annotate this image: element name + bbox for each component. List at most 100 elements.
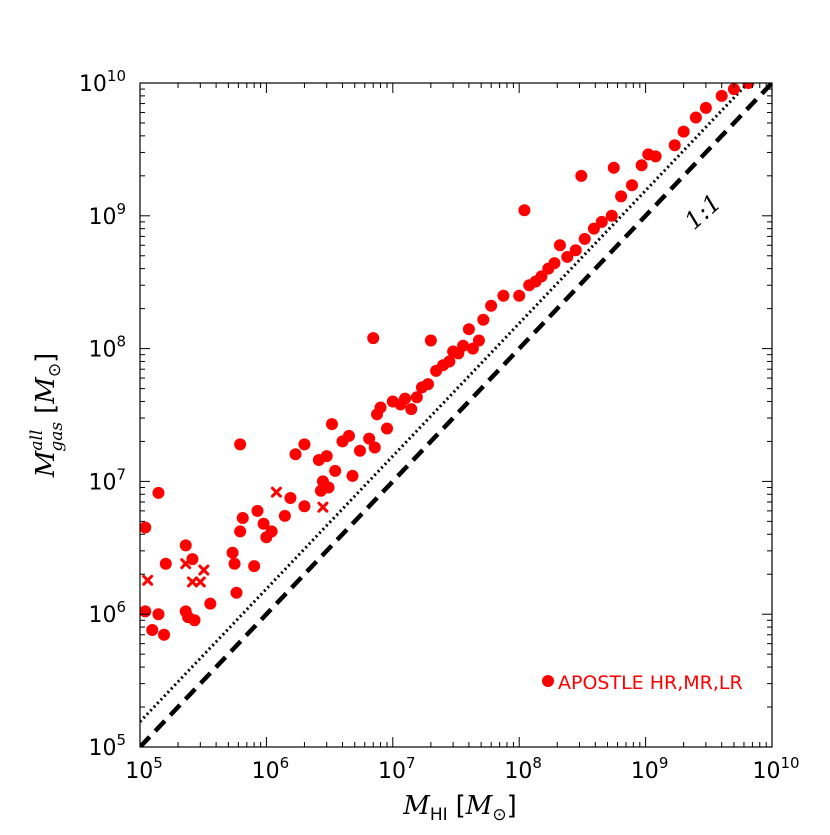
- data-point: [742, 83, 755, 89]
- data-point: [322, 481, 335, 494]
- data-point: [615, 190, 628, 203]
- data-point: [535, 270, 548, 283]
- data-point: [485, 299, 498, 312]
- y-tick-label-exp: 8: [116, 333, 126, 351]
- data-point: [497, 289, 510, 302]
- x-stroke: [198, 564, 210, 576]
- data-point: [668, 139, 681, 152]
- x-tick-label-exp: 5: [153, 754, 163, 772]
- data-point: [399, 392, 412, 405]
- data-point: [689, 111, 702, 124]
- data-point: [569, 244, 582, 257]
- y-tick-label-exp: 6: [116, 598, 126, 616]
- y-tick-label: 106: [88, 598, 126, 628]
- data-points: [140, 83, 755, 641]
- x-tick-label-base: 10: [378, 759, 406, 784]
- x-tick-label-exp: 10: [780, 754, 799, 772]
- data-point: [234, 525, 247, 538]
- data-point: [140, 521, 152, 534]
- data-point: [605, 209, 618, 222]
- data-point: [152, 608, 165, 621]
- data-point: [575, 169, 588, 182]
- data-point: [715, 89, 728, 102]
- data-point: [578, 232, 591, 245]
- x-axis-label-sub: HI: [430, 805, 448, 825]
- x-tick-label: 105: [125, 754, 163, 784]
- x-tick-label-exp: 9: [659, 754, 669, 772]
- data-point: [298, 500, 311, 513]
- x-axis-unit-symbol: M: [465, 791, 494, 821]
- data-point: [346, 469, 359, 482]
- data-point: [405, 403, 418, 416]
- data-point: [257, 517, 270, 530]
- x-tick-label: 107: [378, 754, 416, 784]
- data-point: [320, 450, 333, 463]
- data-point: [587, 222, 600, 235]
- y-tick-label-base: 10: [88, 603, 116, 628]
- data-point: [298, 438, 311, 451]
- data-point: [230, 586, 243, 599]
- x-tick-label-base: 10: [631, 759, 659, 784]
- data-point: [329, 464, 342, 477]
- data-point: [342, 429, 355, 442]
- data-point: [152, 486, 165, 499]
- data-point: [278, 509, 291, 522]
- data-point-x: [198, 564, 210, 576]
- data-point: [462, 323, 475, 336]
- y-tick-label: 109: [88, 200, 126, 230]
- data-point: [363, 432, 376, 445]
- data-point-x: [317, 501, 329, 513]
- x-tick-label-base: 10: [504, 759, 532, 784]
- legend: APOSTLE HR,MR,LR: [542, 672, 743, 694]
- x-tick-label-base: 10: [125, 759, 153, 784]
- data-point: [226, 546, 239, 559]
- x-axis-label-symbol: M: [402, 791, 431, 821]
- y-tick-label-exp: 7: [116, 465, 126, 483]
- x-axis-label: MHI [M⊙]: [402, 791, 517, 825]
- x-axis-unit-close: ]: [507, 791, 517, 821]
- x-stroke: [317, 501, 329, 513]
- y-tick-label-base: 10: [88, 736, 116, 761]
- x-tick-label: 109: [631, 754, 669, 784]
- data-point-x: [270, 486, 282, 498]
- data-point: [635, 159, 648, 172]
- y-axis-label-symbol: M: [31, 449, 61, 478]
- y-tick-label-base: 10: [79, 72, 107, 97]
- x-tick-label-exp: 8: [532, 754, 542, 772]
- y-tick-label-exp: 5: [116, 731, 126, 749]
- data-point: [424, 334, 437, 347]
- data-point: [410, 391, 423, 404]
- x-tick-label: 106: [252, 754, 290, 784]
- y-axis-label: Mallgas[M⊙]: [27, 353, 67, 479]
- data-point-x: [142, 574, 154, 586]
- x-stroke: [186, 576, 198, 588]
- plot-frame: [139, 82, 773, 748]
- data-point: [513, 289, 526, 302]
- x-tick-label-exp: 6: [280, 754, 290, 772]
- data-point: [649, 150, 662, 163]
- data-point: [236, 512, 249, 525]
- data-point: [727, 83, 740, 96]
- y-axis-unit-symbol: M: [31, 376, 61, 405]
- y-tick-label: 107: [88, 465, 126, 495]
- x-stroke: [194, 576, 206, 588]
- data-point: [289, 448, 302, 461]
- y-axis-label-sub: gas: [47, 422, 67, 452]
- legend-label: APOSTLE HR,MR,LR: [558, 672, 743, 694]
- data-point: [422, 378, 435, 391]
- x-tick-label-base: 10: [752, 759, 780, 784]
- data-point: [625, 179, 638, 192]
- data-point: [146, 624, 159, 637]
- data-point: [607, 161, 620, 174]
- data-point: [179, 539, 192, 552]
- x-tick-label-exp: 7: [406, 754, 416, 772]
- y-tick-label: 1010: [79, 67, 126, 97]
- y-tick-label: 105: [88, 731, 126, 761]
- data-point: [325, 418, 338, 431]
- data-point: [677, 125, 690, 138]
- x-tick-label: 1010: [752, 754, 799, 784]
- y-tick-label-base: 10: [88, 338, 116, 363]
- data-point: [374, 401, 387, 414]
